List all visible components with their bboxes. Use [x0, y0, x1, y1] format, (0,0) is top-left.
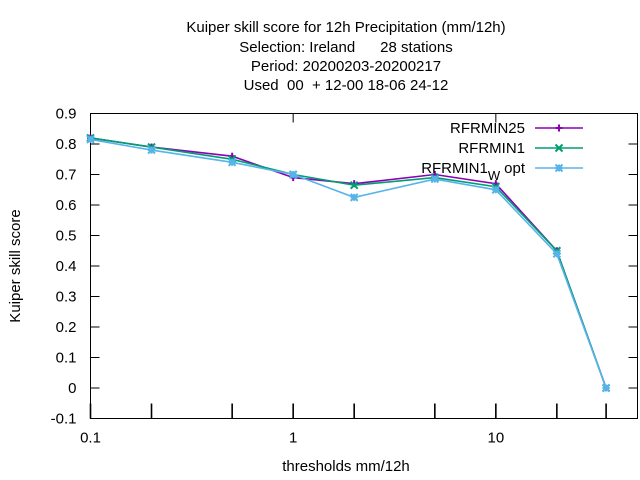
plot-frame	[90, 113, 638, 419]
x-axis: 0.1 1 10	[80, 113, 607, 447]
legend-label: RFRMIN25	[450, 120, 525, 137]
title-line-3: Period: 20200203-20200217	[251, 58, 441, 75]
data-point	[430, 174, 440, 184]
y-tick-label: 0.7	[56, 167, 77, 184]
y-tick-label: -0.1	[51, 411, 77, 428]
legend-label-suffix: opt	[504, 160, 526, 177]
x-tick-label: 10	[487, 430, 504, 447]
y-tick-label: 0.9	[56, 106, 77, 123]
data-point	[349, 180, 359, 190]
series-1	[87, 134, 610, 392]
x-axis-label: thresholds mm/12h	[282, 458, 410, 475]
legend-swatch-marker	[554, 143, 564, 153]
title-line-4: Used 00 + 12-00 18-06 24-12	[244, 77, 449, 94]
series-2	[86, 133, 611, 393]
title-line-1: Kuiper skill score for 12h Precipitation…	[186, 19, 505, 36]
legend-label: RFRMIN1W opt	[421, 160, 526, 183]
y-tick-label: 0.1	[56, 350, 77, 367]
data-point	[552, 249, 562, 259]
y-tick-label: 0.6	[56, 197, 77, 214]
legend-label-subscript: W	[488, 168, 501, 183]
x-tick-label: 0.1	[80, 430, 101, 447]
chart-title: Kuiper skill score for 12h Precipitation…	[186, 19, 505, 94]
series-line	[90, 138, 607, 389]
data-point	[86, 135, 95, 144]
legend-item: RFRMIN1W opt	[421, 160, 583, 183]
series-line	[90, 137, 607, 389]
series-3	[86, 135, 611, 393]
y-tick-label: 0.2	[56, 319, 77, 336]
x-tick-label: 1	[289, 430, 297, 447]
data-point	[227, 158, 237, 167]
legend-label-text: RFRMIN1	[421, 160, 488, 177]
data-point	[288, 170, 298, 179]
y-tick-label: 0.5	[56, 228, 77, 245]
title-line-2: Selection: Ireland 28 stations	[239, 39, 452, 56]
legend-item: RFRMIN25	[450, 120, 583, 137]
series-group	[86, 133, 611, 393]
legend-swatch-marker	[554, 163, 564, 173]
legend-swatch-marker	[555, 124, 563, 132]
y-tick-label: 0.4	[56, 258, 77, 275]
y-axis: -0.1 0 0.1 0.2 0.3 0.4 0.5 0.6 0.7 0.8 0.9	[51, 106, 638, 428]
legend-item: RFRMIN1	[458, 140, 583, 157]
data-point	[147, 145, 156, 155]
y-tick-label: 0.8	[56, 136, 77, 153]
data-point	[601, 383, 611, 393]
y-axis-label: Kuiper skill score	[7, 209, 24, 322]
y-tick-label: 0.3	[56, 289, 77, 306]
y-tick-label: 0	[68, 380, 76, 397]
series-line	[90, 137, 607, 389]
data-point	[491, 185, 501, 194]
data-point	[349, 193, 359, 202]
legend-label: RFRMIN1	[458, 140, 525, 157]
